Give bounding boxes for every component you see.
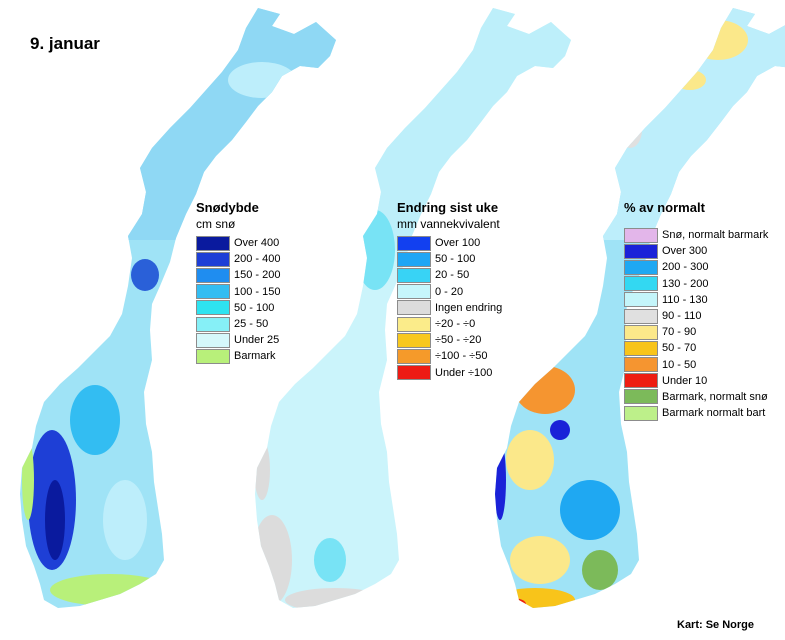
legend-swatch — [624, 227, 658, 243]
legend-label: Under ÷100 — [435, 366, 493, 379]
legend-label: Over 300 — [662, 245, 708, 258]
legend-swatch — [397, 284, 431, 300]
legend-label: Under 10 — [662, 374, 708, 387]
legend-item: Snø, normalt barmark — [624, 227, 768, 243]
legend-item: Over 400 — [196, 235, 280, 251]
legend-swatch — [397, 251, 431, 267]
percent-of-normal-legend: % av normalt Snø, normalt barmark Over 30… — [624, 200, 768, 421]
legend-label: ÷50 - ÷20 — [435, 334, 482, 347]
legend-item: Barmark normalt bart — [624, 405, 768, 421]
legend-label: 70 - 90 — [662, 326, 697, 339]
legend-swatch — [397, 235, 431, 251]
legend-label: ÷100 - ÷50 — [435, 350, 488, 363]
weekly-change-title: Endring sist uke — [397, 200, 499, 215]
legend-swatch — [624, 373, 658, 389]
legend-item: Under 10 — [624, 373, 768, 389]
legend-swatch — [624, 324, 658, 340]
legend-item: 10 - 50 — [624, 357, 768, 373]
legend-label: Barmark normalt bart — [662, 407, 766, 420]
legend-label: 50 - 100 — [435, 253, 476, 266]
legend-swatch — [196, 251, 230, 267]
legend-swatch — [397, 348, 431, 364]
legend-label: 150 - 200 — [234, 269, 281, 282]
legend-label: Over 100 — [435, 237, 481, 250]
legend-swatch — [624, 405, 658, 421]
legend-swatch — [624, 276, 658, 292]
legend-item: 90 - 110 — [624, 308, 768, 324]
date-label: 9. januar — [30, 34, 100, 53]
legend-item: 200 - 400 — [196, 251, 280, 267]
legend-swatch — [397, 365, 431, 381]
legend-label: Ingen endring — [435, 301, 503, 314]
legend-swatch — [397, 316, 431, 332]
map-credit: Kart: Se Norge — [677, 619, 755, 631]
legend-item: ÷20 - ÷0 — [397, 316, 502, 332]
legend-label: Barmark — [234, 350, 276, 363]
snow-depth-unit: cm snø — [196, 217, 236, 231]
legend-label: 20 - 50 — [435, 269, 470, 282]
legend-item: 25 - 50 — [196, 316, 280, 332]
legend-swatch — [196, 332, 230, 348]
legend-item: ÷50 - ÷20 — [397, 332, 502, 348]
legend-label: 100 - 150 — [234, 285, 281, 298]
legend-swatch — [624, 357, 658, 373]
legend-swatch — [624, 292, 658, 308]
legend-swatch — [196, 348, 230, 364]
legend-item: 110 - 130 — [624, 292, 768, 308]
legend-label: 90 - 110 — [662, 310, 702, 323]
weekly-change-legend: Endring sist uke mm vannekvivalent Over … — [397, 200, 502, 381]
legend-item: Barmark — [196, 348, 280, 364]
legend-swatch — [397, 332, 431, 348]
legend-label: Barmark, normalt snø — [662, 390, 768, 403]
legend-swatch — [196, 267, 230, 283]
legend-item: 150 - 200 — [196, 267, 280, 283]
legend-label: 0 - 20 — [435, 285, 464, 298]
legend-label: Snø, normalt barmark — [662, 229, 769, 242]
legend-swatch — [624, 259, 658, 275]
legend-item: 50 - 70 — [624, 340, 768, 356]
legend-swatch — [624, 243, 658, 259]
legend-item: Ingen endring — [397, 300, 502, 316]
legend-label: 50 - 70 — [662, 342, 697, 355]
legend-item: Under 25 — [196, 332, 280, 348]
legend-label: 200 - 300 — [662, 261, 709, 274]
snow-depth-legend: Snødybde cm snø Over 400 200 - 400 150 - 2… — [196, 200, 280, 365]
legend-label: 200 - 400 — [234, 253, 281, 266]
legend-swatch — [196, 316, 230, 332]
legend-swatch — [196, 284, 230, 300]
legend-swatch — [397, 267, 431, 283]
legend-label: 130 - 200 — [662, 277, 709, 290]
legend-swatch — [196, 235, 230, 251]
legend-item: Under ÷100 — [397, 365, 502, 381]
snow-depth-title: Snødybde — [196, 200, 259, 215]
legend-item: 100 - 150 — [196, 284, 280, 300]
legend-item: 70 - 90 — [624, 324, 768, 340]
legend-label: Over 400 — [234, 237, 280, 250]
legend-item: 20 - 50 — [397, 267, 502, 283]
legend-swatch — [624, 308, 658, 324]
legend-item: 50 - 100 — [196, 300, 280, 316]
legend-item: Over 300 — [624, 243, 768, 259]
legend-item: 200 - 300 — [624, 259, 768, 275]
legend-label: 50 - 100 — [234, 301, 275, 314]
legend-swatch — [397, 300, 431, 316]
legend-swatch — [196, 300, 230, 316]
legend-label: 25 - 50 — [234, 318, 269, 331]
weekly-change-unit: mm vannekvivalent — [397, 217, 500, 231]
legend-label: ÷20 - ÷0 — [435, 318, 476, 331]
percent-of-normal-title: % av normalt — [624, 200, 705, 215]
legend-swatch — [624, 340, 658, 356]
legend-item: 0 - 20 — [397, 284, 502, 300]
legend-item: 130 - 200 — [624, 276, 768, 292]
legend-swatch — [624, 389, 658, 405]
legend-item: Over 100 — [397, 235, 502, 251]
legend-item: ÷100 - ÷50 — [397, 348, 502, 364]
legend-label: 110 - 130 — [662, 293, 708, 306]
legend-item: 50 - 100 — [397, 251, 502, 267]
legend-label: Under 25 — [234, 334, 280, 347]
legend-label: 10 - 50 — [662, 358, 697, 371]
legend-item: Barmark, normalt snø — [624, 389, 768, 405]
